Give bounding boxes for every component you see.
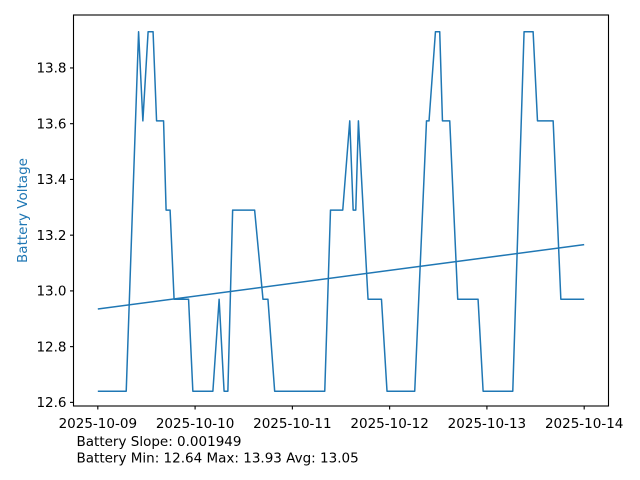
battery-trend-line — [97, 243, 585, 310]
x-tick-label: 2025-10-09 — [59, 416, 137, 432]
annotation-battery-min-max-avg: Battery Min: 12.64 Max: 13.93 Avg: 13.05 — [77, 450, 359, 466]
x-tick-label: 2025-10-10 — [156, 416, 234, 432]
y-axis-label: Battery Voltage — [15, 158, 31, 263]
y-tick-label: 12.6 — [36, 395, 66, 411]
x-tick-label: 2025-10-11 — [253, 416, 331, 432]
series-layer — [97, 30, 585, 392]
y-tick-label: 13.4 — [36, 172, 66, 188]
y-tick-label: 13.2 — [36, 228, 66, 244]
plot-border — [72, 14, 610, 407]
x-tick-label: 2025-10-12 — [350, 416, 428, 432]
y-tick-label: 12.8 — [36, 339, 66, 355]
tick-layer: 2025-10-09 2025-10-10 2025-10-11 2025-10-12… — [36, 61, 623, 432]
y-tick-label: 13.0 — [36, 284, 66, 300]
y-tick-label: 13.8 — [36, 61, 66, 77]
x-tick-label: 2025-10-14 — [545, 416, 623, 432]
x-tick-label: 2025-10-13 — [448, 416, 526, 432]
annotation-battery-slope: Battery Slope: 0.001949 — [77, 434, 242, 450]
y-tick-label: 13.6 — [36, 116, 66, 132]
battery-voltage-line — [97, 30, 585, 392]
